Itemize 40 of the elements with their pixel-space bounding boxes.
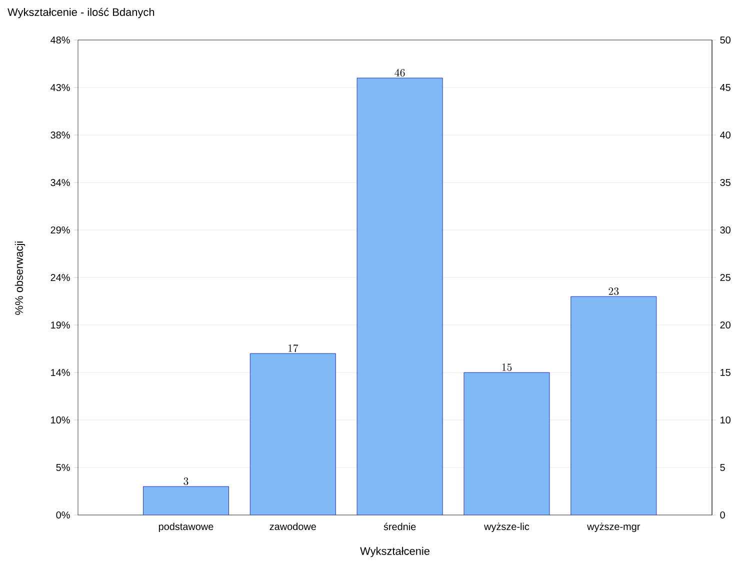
chart-title: Wykształcenie - ilość Bdanych — [8, 8, 154, 18]
y-tick-label: 34% — [50, 179, 70, 186]
data-label: 17 — [288, 344, 298, 352]
x-tick-label: wyższe-mgr — [587, 522, 640, 532]
bar — [143, 486, 229, 515]
y-axis-title: %% obserwacji — [14, 242, 26, 315]
y-tick-label: 10% — [51, 416, 70, 424]
data-label: 15 — [502, 364, 512, 372]
y-tick-label: 48% — [50, 36, 70, 44]
data-label: 23 — [608, 288, 619, 296]
x-tick-label: podstawowe — [158, 522, 214, 532]
x-tick-label: średnie — [384, 522, 416, 530]
y2-tick-label: 35 — [720, 178, 730, 186]
y2-tick-label: 40 — [720, 131, 730, 139]
y2-tick-label: 30 — [720, 226, 730, 234]
y2-tick-label: 5 — [720, 464, 725, 471]
y-tick-label: 14% — [51, 369, 70, 376]
y-tick-label: 29% — [50, 226, 70, 234]
y-tick-label: 5% — [56, 464, 70, 471]
bar — [570, 296, 657, 515]
y2-tick-label: 10 — [720, 416, 730, 424]
y-tick-label: 19% — [51, 321, 70, 329]
y2-tick-label: 25 — [720, 274, 730, 282]
y2-tick-label: 15 — [720, 369, 730, 376]
y2-tick-label: 20 — [720, 321, 730, 329]
y-tick-label: 43% — [50, 84, 70, 92]
data-label: 46 — [394, 68, 405, 77]
x-axis-title: Wykształcenie — [360, 546, 430, 558]
y2-tick-label: 45 — [720, 84, 730, 91]
y-tick-label: 38% — [50, 132, 70, 139]
x-tick-label: zawodowe — [270, 522, 316, 530]
y2-tick-label: 0 — [720, 511, 725, 519]
data-label: 3 — [184, 478, 188, 486]
bar — [250, 354, 336, 515]
bar — [464, 372, 550, 515]
y2-tick-label: 50 — [720, 36, 730, 44]
x-tick-label: wyższe-lic — [484, 522, 530, 532]
y-tick-label: 24% — [50, 274, 70, 282]
bar — [357, 78, 443, 515]
y-tick-label: 0% — [56, 511, 70, 519]
